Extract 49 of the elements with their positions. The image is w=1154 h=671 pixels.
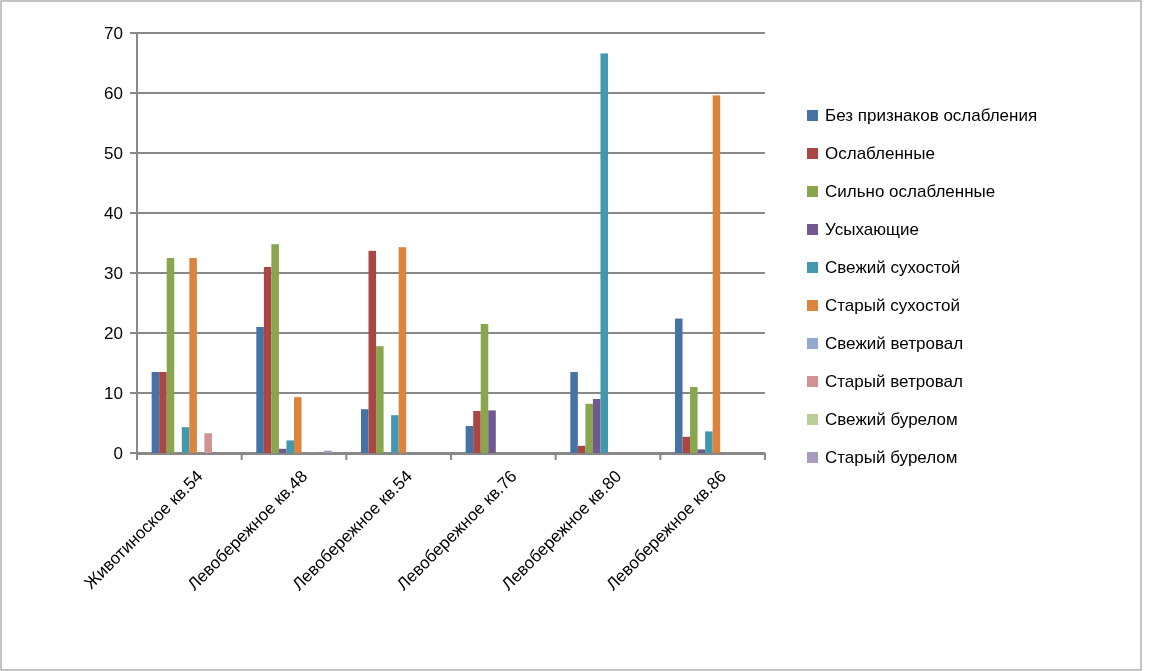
bar: [585, 403, 593, 453]
y-tick-label: 60: [104, 83, 123, 103]
bar: [181, 427, 190, 453]
bar: [690, 387, 698, 453]
bar: [398, 247, 407, 453]
bar: [488, 410, 496, 453]
bar: [376, 346, 384, 453]
legend-label: Свежий сухостой: [825, 257, 961, 277]
bar: [480, 324, 489, 453]
bar: [151, 372, 160, 453]
bar: [159, 372, 167, 453]
bar: [263, 267, 272, 453]
bar: [705, 431, 713, 453]
bar: [674, 318, 683, 453]
legend-label: Старый ветровал: [825, 371, 963, 391]
bar: [286, 440, 294, 453]
bar: [271, 244, 279, 453]
bar: [189, 258, 197, 453]
bar: [391, 415, 399, 453]
y-tick-label: 0: [113, 443, 123, 463]
bar: [473, 411, 481, 453]
legend-label: Старый сухостой: [825, 295, 961, 315]
bar: [166, 258, 175, 453]
bar: [600, 53, 608, 453]
bar: [360, 409, 369, 453]
legend-label: Свежий бурелом: [825, 409, 958, 429]
legend-label: Усыхающие: [825, 219, 919, 239]
bar: [294, 397, 302, 453]
legend-label: Ослабленные: [825, 143, 935, 163]
legend-label: Старый бурелом: [825, 447, 958, 467]
bar: [256, 327, 264, 453]
bar: [204, 433, 212, 453]
y-tick-label: 10: [104, 383, 123, 403]
bar: [712, 95, 721, 453]
bar: [592, 399, 601, 453]
legend-label: Сильно ослабленные: [825, 181, 996, 201]
y-tick-label: 40: [104, 203, 123, 223]
y-tick-label: 50: [104, 143, 123, 163]
y-tick-label: 70: [104, 23, 123, 43]
legend-label: Без признаков ослабления: [825, 105, 1038, 125]
bar: [682, 436, 691, 453]
y-tick-label: 20: [104, 323, 123, 343]
y-tick-label: 30: [104, 263, 123, 283]
bar: [465, 426, 474, 453]
bar: [577, 445, 586, 453]
bar: [570, 372, 578, 453]
bar: [697, 449, 706, 453]
bar: [368, 250, 377, 453]
legend-label: Свежий ветровал: [825, 333, 964, 353]
